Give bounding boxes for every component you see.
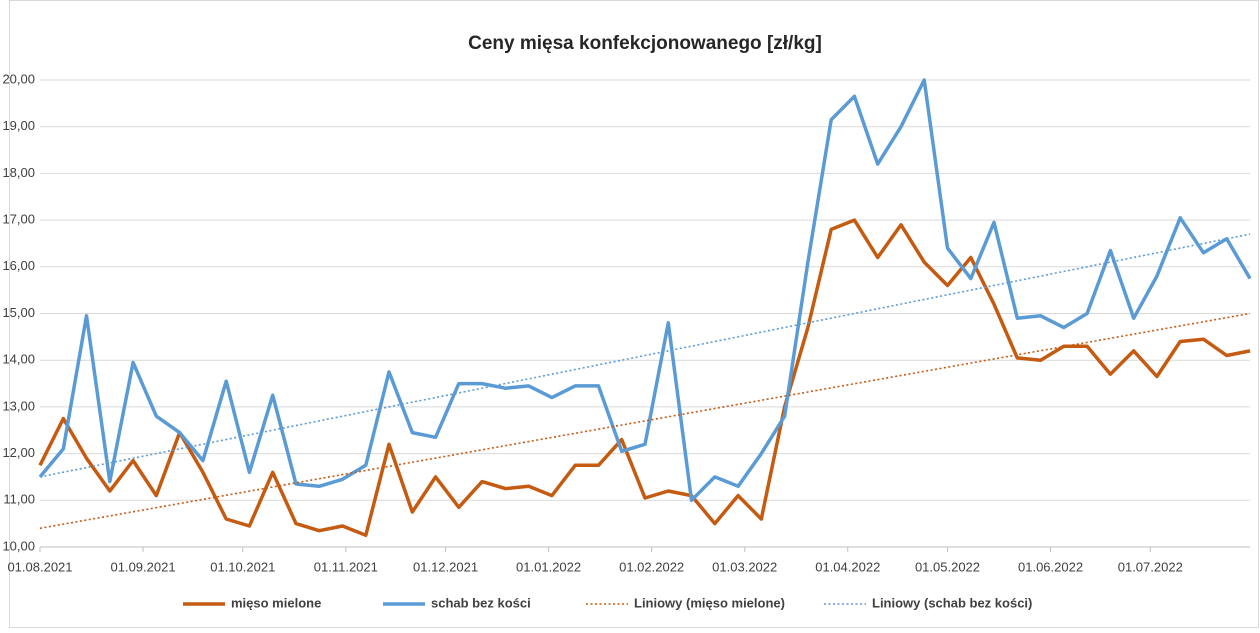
y-tick-label: 16,00 — [2, 258, 35, 273]
series-line — [38, 78, 1252, 503]
y-tick-label: 15,00 — [2, 305, 35, 320]
y-tick-label: 18,00 — [2, 165, 35, 180]
legend-label: schab bez kości — [431, 595, 531, 610]
legend-label: Liniowy (mięso mielone) — [634, 595, 785, 610]
x-tick-label: 01.04.2022 — [815, 559, 880, 574]
x-tick-label: 01.01.2022 — [516, 559, 581, 574]
series-line — [38, 218, 1251, 538]
x-tick-label: 01.10.2021 — [210, 559, 275, 574]
legend-label: Liniowy (schab bez kości) — [872, 595, 1032, 610]
y-tick-label: 13,00 — [2, 398, 35, 413]
chart-title: Ceny mięsa konfekcjonowanego [zł/kg] — [468, 33, 822, 54]
x-tick-label: 01.08.2021 — [7, 559, 72, 574]
legend-label: mięso mielone — [231, 595, 321, 610]
x-tick-label: 01.03.2022 — [712, 559, 777, 574]
x-tick-label: 01.12.2021 — [413, 559, 478, 574]
trend-line — [39, 233, 1251, 478]
y-tick-label: 10,00 — [2, 538, 35, 553]
y-tick-label: 17,00 — [2, 212, 35, 227]
x-tick-label: 01.07.2022 — [1118, 559, 1183, 574]
x-tick-label: 01.02.2022 — [619, 559, 684, 574]
x-tick-label: 01.09.2021 — [111, 559, 176, 574]
y-tick-label: 12,00 — [2, 445, 35, 460]
x-tick-label: 01.11.2021 — [314, 559, 378, 574]
y-tick-label: 14,00 — [2, 352, 35, 367]
y-tick-label: 19,00 — [2, 118, 35, 133]
y-tick-label: 11,00 — [3, 492, 35, 507]
y-tick-label: 20,00 — [2, 71, 35, 86]
x-tick-label: 01.06.2022 — [1018, 559, 1083, 574]
x-tick-label: 01.05.2022 — [915, 559, 980, 574]
